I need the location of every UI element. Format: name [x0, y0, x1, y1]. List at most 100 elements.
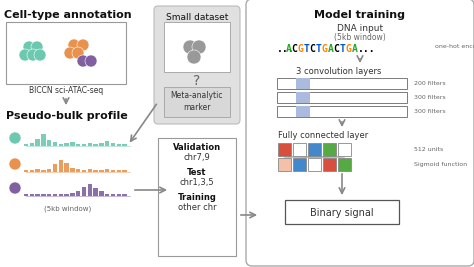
Circle shape: [27, 49, 39, 61]
Text: ...: ...: [277, 44, 295, 54]
Bar: [82, 144, 86, 146]
Text: Binary signal: Binary signal: [310, 208, 374, 218]
Bar: [308, 143, 321, 156]
Text: G: G: [346, 44, 351, 54]
Bar: [82, 187, 86, 196]
Text: T: T: [339, 44, 346, 54]
Text: 512 units: 512 units: [414, 147, 443, 152]
Bar: [338, 143, 351, 156]
Bar: [41, 170, 46, 172]
Text: BICCN sci-ATAC-seq: BICCN sci-ATAC-seq: [29, 86, 103, 95]
Bar: [105, 142, 109, 146]
Bar: [82, 170, 86, 172]
Bar: [296, 106, 310, 117]
Bar: [323, 143, 336, 156]
Bar: [41, 134, 46, 146]
Circle shape: [9, 182, 21, 194]
Bar: [296, 78, 310, 89]
Circle shape: [77, 39, 89, 51]
Circle shape: [68, 39, 80, 51]
Bar: [36, 194, 40, 196]
Bar: [59, 194, 63, 196]
Bar: [70, 168, 74, 172]
Bar: [277, 78, 407, 89]
Bar: [93, 188, 98, 196]
Text: C: C: [334, 44, 339, 54]
Bar: [24, 194, 28, 196]
Bar: [29, 170, 34, 172]
Text: ...: ...: [357, 44, 375, 54]
Text: A: A: [328, 44, 333, 54]
Bar: [70, 193, 74, 196]
Bar: [53, 194, 57, 196]
Bar: [41, 194, 46, 196]
Text: Cell-type annotation: Cell-type annotation: [4, 10, 132, 20]
Bar: [117, 194, 121, 196]
Text: (5kb window): (5kb window): [334, 33, 386, 42]
Text: G: G: [298, 44, 303, 54]
Bar: [122, 194, 127, 196]
Bar: [296, 92, 310, 103]
Bar: [36, 170, 40, 172]
Bar: [117, 170, 121, 172]
Text: Pseudo-bulk profile: Pseudo-bulk profile: [6, 111, 128, 121]
Circle shape: [192, 40, 206, 54]
Bar: [278, 143, 291, 156]
Bar: [105, 170, 109, 172]
Text: DNA input: DNA input: [337, 24, 383, 33]
Bar: [53, 142, 57, 146]
Bar: [323, 158, 336, 171]
Bar: [24, 170, 28, 172]
Bar: [24, 144, 28, 146]
Bar: [308, 158, 321, 171]
Bar: [64, 194, 69, 196]
Bar: [158, 138, 236, 256]
FancyBboxPatch shape: [246, 0, 474, 266]
Text: A: A: [285, 44, 292, 54]
Bar: [47, 194, 52, 196]
Bar: [278, 158, 291, 171]
Text: chr1,3,5: chr1,3,5: [180, 178, 214, 187]
Bar: [64, 143, 69, 146]
Bar: [293, 158, 306, 171]
Circle shape: [85, 55, 97, 67]
Bar: [111, 143, 115, 146]
Bar: [53, 164, 57, 172]
Bar: [36, 139, 40, 146]
Text: Validation: Validation: [173, 143, 221, 152]
Text: other chr: other chr: [178, 203, 216, 212]
Bar: [122, 144, 127, 146]
Bar: [88, 170, 92, 172]
Text: Sigmoid function: Sigmoid function: [414, 162, 467, 167]
Bar: [293, 143, 306, 156]
Bar: [99, 170, 104, 172]
Bar: [277, 92, 407, 103]
Text: 3 convolution layers: 3 convolution layers: [296, 67, 382, 76]
Bar: [29, 194, 34, 196]
Text: 200 filters: 200 filters: [414, 81, 446, 86]
Bar: [76, 170, 81, 172]
Bar: [99, 191, 104, 196]
Circle shape: [34, 49, 46, 61]
Text: A: A: [352, 44, 357, 54]
Text: 300 filters: 300 filters: [414, 95, 446, 100]
Text: ?: ?: [193, 74, 201, 88]
Bar: [164, 87, 230, 117]
Circle shape: [19, 49, 31, 61]
Bar: [93, 170, 98, 172]
Bar: [70, 142, 74, 146]
Circle shape: [187, 50, 201, 64]
Circle shape: [64, 47, 76, 59]
Text: Fully connected layer: Fully connected layer: [278, 131, 368, 140]
Bar: [47, 168, 52, 172]
Circle shape: [31, 41, 43, 53]
Text: C: C: [292, 44, 297, 54]
Text: C: C: [310, 44, 315, 54]
Bar: [29, 143, 34, 146]
Bar: [105, 194, 109, 196]
Text: G: G: [321, 44, 328, 54]
Bar: [59, 144, 63, 146]
Text: Small dataset: Small dataset: [166, 13, 228, 22]
Circle shape: [23, 41, 35, 53]
Text: Model training: Model training: [315, 10, 405, 20]
